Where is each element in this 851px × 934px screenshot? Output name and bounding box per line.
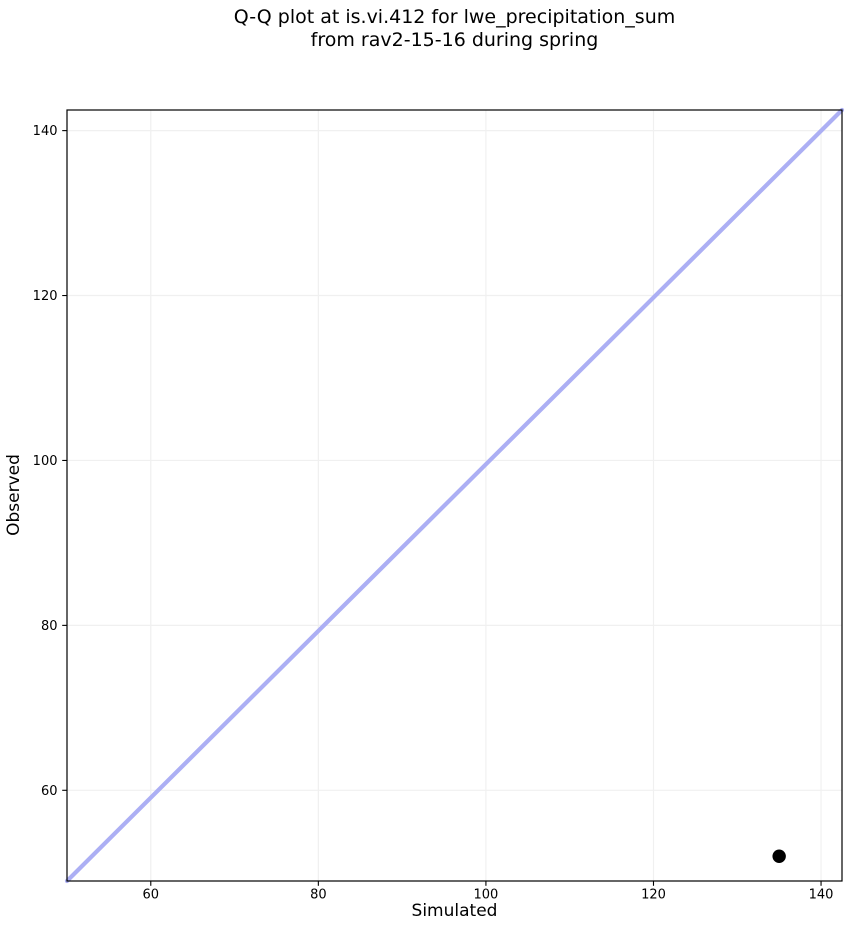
identity-line: [64, 107, 845, 884]
data-point: [772, 849, 786, 863]
x-tick-label-80: 80: [310, 888, 327, 903]
y-tick-label-100: 100: [33, 454, 58, 469]
x-tick-label-100: 100: [474, 888, 499, 903]
x-axis-label: Simulated: [411, 901, 498, 921]
x-tick-label-140: 140: [809, 888, 834, 903]
x-tick-label-120: 120: [641, 888, 666, 903]
chart-title-line-2: from rav2-15-16 during spring: [310, 29, 599, 51]
y-tick-label-60: 60: [41, 784, 58, 799]
plot-border: [66, 109, 843, 882]
chart-title: Q-Q plot at is.vi.412 for lwe_precipitat…: [67, 6, 842, 52]
chart-title-line-1: Q-Q plot at is.vi.412 for lwe_precipitat…: [233, 6, 676, 28]
y-tick-label-140: 140: [33, 124, 58, 139]
y-tick-label-80: 80: [41, 619, 58, 634]
y-tick-label-120: 120: [33, 289, 58, 304]
x-tick-label-60: 60: [143, 888, 160, 903]
y-axis-label: Observed: [4, 454, 24, 536]
